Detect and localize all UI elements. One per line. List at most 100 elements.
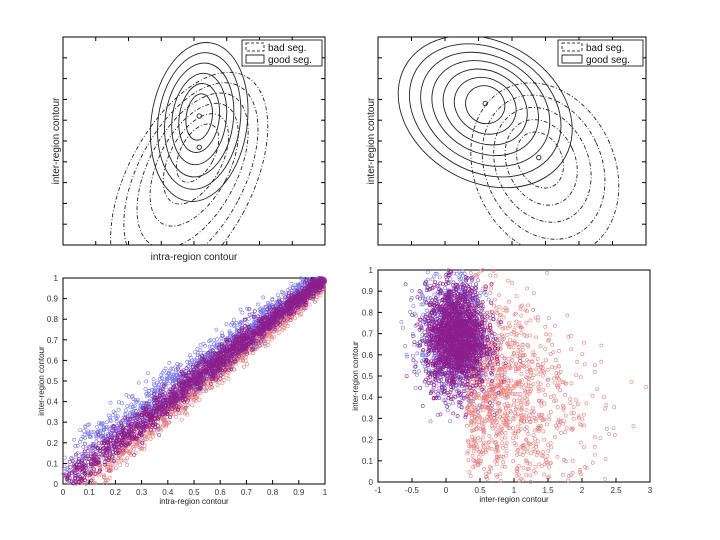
scatter-point xyxy=(271,303,276,308)
contour-lines xyxy=(110,42,269,245)
scatter-point xyxy=(160,424,164,429)
scatter-point xyxy=(86,431,91,436)
scatter-point xyxy=(82,471,87,476)
scatter-point xyxy=(195,346,200,351)
scatter-point xyxy=(87,444,92,449)
scatter-point xyxy=(198,348,203,352)
scatter-point xyxy=(220,334,225,338)
scatter-point xyxy=(103,477,108,482)
scatter-point xyxy=(479,308,484,313)
contour-peak xyxy=(482,100,488,107)
scatter-point xyxy=(259,339,263,344)
scatter-point xyxy=(137,435,142,440)
legend-label-bad: bad seg. xyxy=(586,43,624,54)
scatter-point xyxy=(543,392,548,397)
scatter-point xyxy=(246,316,251,321)
scatter-point xyxy=(279,290,284,295)
scatter-point xyxy=(197,397,202,402)
x-tick-label: 0.7 xyxy=(241,488,253,497)
scatter-point xyxy=(250,351,255,356)
scatter-point xyxy=(240,356,245,361)
scatter-point xyxy=(531,433,536,438)
scatter-point xyxy=(214,327,219,332)
scatter-point xyxy=(263,344,268,348)
contour-good-level-5 xyxy=(420,51,551,167)
scatter-point xyxy=(555,454,560,459)
scatter-point xyxy=(92,467,97,472)
scatter-point xyxy=(194,395,199,400)
scatter-point xyxy=(182,411,187,416)
legend-swatch-bad xyxy=(561,42,583,52)
scatter-point xyxy=(506,357,511,362)
scatter-point xyxy=(97,449,102,454)
legend-label-bad: bad seg. xyxy=(268,43,306,54)
scatter-point xyxy=(232,322,237,327)
scatter-point xyxy=(529,451,534,456)
scatter-point xyxy=(185,359,190,364)
scatter-point xyxy=(252,309,257,314)
scatter-point xyxy=(497,293,501,298)
scatter-point xyxy=(152,392,156,396)
scatter-point xyxy=(178,362,183,367)
scatter-point xyxy=(217,342,222,346)
scatter-point xyxy=(273,304,278,309)
contour-bad-level-3 xyxy=(493,106,592,223)
scatter-point xyxy=(313,297,318,302)
scatter-point xyxy=(524,408,529,413)
scatter-point xyxy=(238,320,243,324)
scatter-point xyxy=(115,423,120,428)
scatter-point xyxy=(102,473,106,478)
scatter-point xyxy=(68,465,73,470)
scatter-point xyxy=(235,356,240,361)
scatter-point xyxy=(263,341,268,346)
y-tick-label: 1 xyxy=(54,274,59,283)
scatter-points xyxy=(399,268,649,484)
contour-bad-level-5 xyxy=(470,82,620,245)
scatter-point xyxy=(89,434,94,439)
scatter-point xyxy=(165,377,170,382)
scatter-point xyxy=(75,443,80,448)
scatter-point xyxy=(87,444,91,449)
legend-box xyxy=(557,39,644,67)
contour-good-level-6 xyxy=(149,42,249,202)
scatter-point xyxy=(222,377,227,382)
scatter-point xyxy=(99,421,103,426)
scatter-point xyxy=(553,380,558,385)
tick-marks xyxy=(63,37,325,245)
scatter-point xyxy=(85,423,90,427)
scatter-point xyxy=(209,344,214,349)
scatter-point xyxy=(231,318,236,322)
contour-good-level-1 xyxy=(465,85,506,125)
scatter-point xyxy=(548,332,553,337)
scatter-point xyxy=(111,454,116,458)
contour-bad-level-1 xyxy=(516,131,564,189)
scatter-point xyxy=(69,455,74,460)
scatter-point xyxy=(102,474,107,479)
scatter-point xyxy=(159,375,164,380)
scatter-point xyxy=(102,462,107,467)
scatter-point xyxy=(65,468,70,473)
scatter-point xyxy=(524,437,528,442)
scatter-point xyxy=(114,426,118,431)
contour-bad-level-5 xyxy=(123,82,259,245)
scatter-point xyxy=(145,394,150,399)
scatter-point xyxy=(470,453,475,458)
scatter-point xyxy=(261,308,266,312)
scatter-point xyxy=(534,335,539,340)
scatter-point xyxy=(117,400,121,405)
scatter-point xyxy=(261,295,266,300)
contour-peak xyxy=(196,144,202,150)
scatter-point xyxy=(225,373,230,377)
scatter-point xyxy=(150,434,155,439)
scatter-point xyxy=(298,276,303,281)
scatter-point xyxy=(575,359,580,364)
scatter-point xyxy=(103,481,107,486)
scatter-point xyxy=(247,313,252,318)
scatter-point xyxy=(166,381,171,386)
x-tick-label: 0 xyxy=(61,488,66,497)
scatter-point xyxy=(109,431,113,436)
contour-good-level-6 xyxy=(408,43,562,178)
scatter-point xyxy=(542,401,547,406)
y-tick-label: 0.5 xyxy=(47,377,59,386)
legend: bad seg. good seg. xyxy=(241,39,323,67)
